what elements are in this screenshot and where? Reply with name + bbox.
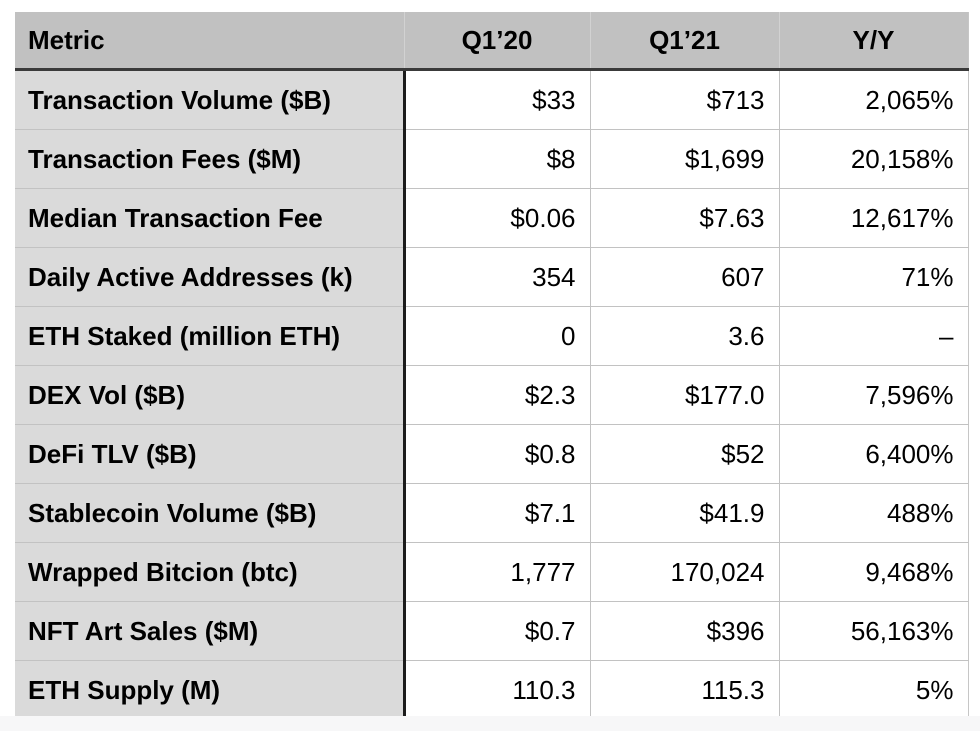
table-body: Transaction Volume ($B) $33 $713 2,065% …	[15, 69, 968, 720]
metric-label-cell: Median Transaction Fee	[15, 188, 406, 248]
metrics-table: Metric Q1’20 Q1’21 Y/Y Transaction Volum…	[15, 12, 969, 720]
metric-label-cell: DeFi TLV ($B)	[15, 424, 406, 484]
metric-label-cell: Transaction Fees ($M)	[15, 129, 406, 189]
table-row: NFT Art Sales ($M) $0.7 $396 56,163%	[15, 601, 968, 661]
q1-20-value-cell: 0	[404, 306, 591, 366]
q1-20-value-cell: 1,777	[404, 542, 591, 602]
yoy-value-cell: 71%	[779, 247, 968, 307]
q1-20-value-cell: $0.7	[404, 601, 591, 661]
table-row: Transaction Volume ($B) $33 $713 2,065%	[15, 69, 968, 130]
column-header-yoy: Y/Y	[779, 12, 968, 71]
yoy-value-cell: 7,596%	[779, 365, 968, 425]
yoy-value-cell: 9,468%	[779, 542, 968, 602]
q1-21-value-cell: $1,699	[590, 129, 780, 189]
table-row: Wrapped Bitcion (btc) 1,777 170,024 9,46…	[15, 542, 968, 602]
q1-20-value-cell: $8	[404, 129, 591, 189]
q1-20-value-cell: $7.1	[404, 483, 591, 543]
q1-20-value-cell: $0.8	[404, 424, 591, 484]
page-background-strip	[0, 716, 980, 731]
yoy-value-cell: 20,158%	[779, 129, 968, 189]
table-row: Daily Active Addresses (k) 354 607 71%	[15, 247, 968, 307]
table-header: Metric Q1’20 Q1’21 Y/Y	[15, 12, 968, 71]
metric-label-cell: DEX Vol ($B)	[15, 365, 406, 425]
metric-label-cell: ETH Supply (M)	[15, 660, 406, 720]
table-row: DEX Vol ($B) $2.3 $177.0 7,596%	[15, 365, 968, 425]
q1-21-value-cell: 3.6	[590, 306, 780, 366]
metric-label-cell: ETH Staked (million ETH)	[15, 306, 406, 366]
metric-label-cell: Transaction Volume ($B)	[15, 69, 406, 130]
metric-label-cell: Stablecoin Volume ($B)	[15, 483, 406, 543]
yoy-value-cell: 56,163%	[779, 601, 968, 661]
yoy-value-cell: 6,400%	[779, 424, 968, 484]
yoy-value-cell: 5%	[779, 660, 968, 720]
q1-20-value-cell: $2.3	[404, 365, 591, 425]
q1-20-value-cell: $33	[404, 69, 591, 130]
table-row: Stablecoin Volume ($B) $7.1 $41.9 488%	[15, 483, 968, 543]
table-row: ETH Staked (million ETH) 0 3.6 –	[15, 306, 968, 366]
q1-21-value-cell: $713	[590, 69, 780, 130]
column-header-q1-21: Q1’21	[590, 12, 780, 71]
table-row: DeFi TLV ($B) $0.8 $52 6,400%	[15, 424, 968, 484]
table-row: Median Transaction Fee $0.06 $7.63 12,61…	[15, 188, 968, 248]
header-row: Metric Q1’20 Q1’21 Y/Y	[15, 12, 968, 71]
q1-20-value-cell: 354	[404, 247, 591, 307]
column-header-q1-20: Q1’20	[404, 12, 591, 71]
yoy-value-cell: –	[779, 306, 968, 366]
q1-21-value-cell: $52	[590, 424, 780, 484]
q1-21-value-cell: $177.0	[590, 365, 780, 425]
column-header-metric: Metric	[15, 12, 405, 71]
q1-20-value-cell: $0.06	[404, 188, 591, 248]
yoy-value-cell: 488%	[779, 483, 968, 543]
q1-21-value-cell: 115.3	[590, 660, 780, 720]
q1-20-value-cell: 110.3	[404, 660, 591, 720]
metric-label-cell: NFT Art Sales ($M)	[15, 601, 406, 661]
metrics-table-container: Metric Q1’20 Q1’21 Y/Y Transaction Volum…	[15, 12, 969, 720]
table-row: ETH Supply (M) 110.3 115.3 5%	[15, 660, 968, 720]
q1-21-value-cell: 170,024	[590, 542, 780, 602]
q1-21-value-cell: $7.63	[590, 188, 780, 248]
table-row: Transaction Fees ($M) $8 $1,699 20,158%	[15, 129, 968, 189]
yoy-value-cell: 2,065%	[779, 69, 968, 130]
metric-label-cell: Daily Active Addresses (k)	[15, 247, 406, 307]
q1-21-value-cell: $41.9	[590, 483, 780, 543]
metric-label-cell: Wrapped Bitcion (btc)	[15, 542, 406, 602]
q1-21-value-cell: $396	[590, 601, 780, 661]
q1-21-value-cell: 607	[590, 247, 780, 307]
yoy-value-cell: 12,617%	[779, 188, 968, 248]
